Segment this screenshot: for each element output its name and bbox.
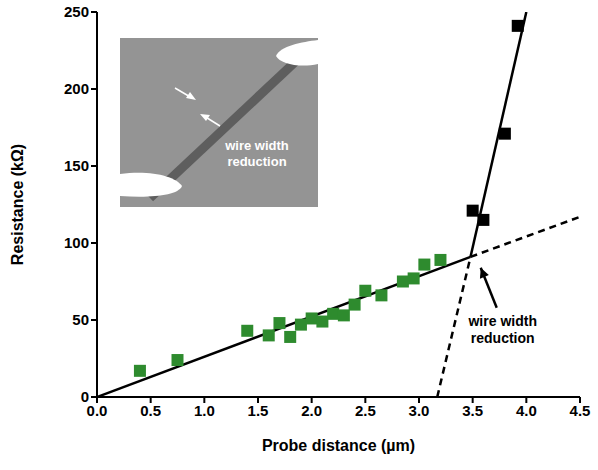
svg-text:wire width: wire width bbox=[467, 313, 536, 329]
svg-text:0: 0 bbox=[81, 388, 89, 405]
svg-text:reduction: reduction bbox=[471, 330, 535, 346]
svg-text:250: 250 bbox=[64, 3, 89, 20]
svg-text:0.0: 0.0 bbox=[87, 402, 108, 419]
svg-text:3.0: 3.0 bbox=[409, 402, 430, 419]
svg-text:3.5: 3.5 bbox=[462, 402, 483, 419]
svg-text:200: 200 bbox=[64, 80, 89, 97]
svg-text:2.0: 2.0 bbox=[301, 402, 322, 419]
svg-text:1.5: 1.5 bbox=[248, 402, 269, 419]
svg-text:Probe distance (µm): Probe distance (µm) bbox=[262, 437, 415, 454]
svg-text:Resistance (kΩ): Resistance (kΩ) bbox=[9, 144, 26, 265]
svg-text:wire width: wire width bbox=[224, 138, 289, 153]
svg-text:reduction: reduction bbox=[227, 154, 286, 169]
svg-text:150: 150 bbox=[64, 157, 89, 174]
svg-text:4.0: 4.0 bbox=[516, 402, 537, 419]
svg-text:4.5: 4.5 bbox=[570, 402, 591, 419]
svg-text:50: 50 bbox=[72, 311, 89, 328]
svg-text:1.0: 1.0 bbox=[194, 402, 215, 419]
svg-text:0.5: 0.5 bbox=[140, 402, 161, 419]
svg-text:100: 100 bbox=[64, 234, 89, 251]
svg-text:2.5: 2.5 bbox=[355, 402, 376, 419]
